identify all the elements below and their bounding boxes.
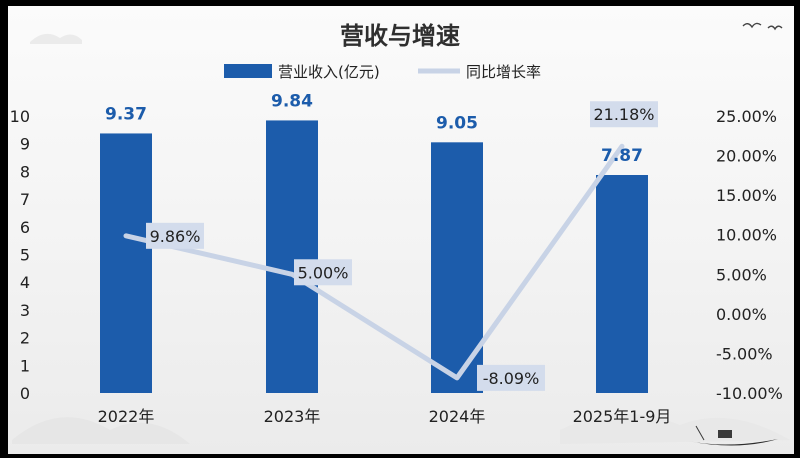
growth-value-label: -8.09% — [483, 369, 540, 388]
left-axis-tick-label: 5 — [20, 246, 30, 265]
bar — [266, 120, 318, 393]
bar-value-label: 9.84 — [271, 91, 313, 111]
left-axis-tick-label: 3 — [20, 301, 30, 320]
left-axis-tick-label: 6 — [20, 218, 30, 237]
bar-value-label: 9.05 — [436, 113, 478, 133]
legend-bar-swatch — [224, 64, 272, 78]
left-axis-tick-label: 7 — [20, 190, 30, 209]
growth-label-box — [477, 364, 545, 391]
chart-title: 营收与增速 — [340, 22, 460, 50]
growth-value-label: 9.86% — [150, 227, 201, 246]
left-axis-tick-label: 9 — [20, 135, 30, 154]
growth-line — [123, 143, 625, 381]
growth-label-box — [590, 101, 658, 128]
bar-value-label: 9.37 — [105, 104, 147, 124]
bar-value-label: 7.87 — [601, 146, 643, 166]
x-axis-category-label: 2025年1-9月 — [573, 407, 672, 426]
x-axis-category-label: 2024年 — [429, 407, 486, 426]
bar — [100, 133, 152, 394]
right-axis-tick-label: 25.00% — [716, 107, 777, 126]
x-axis: 2022年 2023年 2024年 2025年1-9月 — [98, 407, 672, 426]
left-axis: 0 1 2 3 4 5 6 7 8 9 10 — [10, 107, 30, 403]
left-axis-tick-label: 10 — [10, 107, 30, 126]
right-axis: -10.00% -5.00% 0.00% 5.00% 10.00% 15.00% 20.00… — [716, 107, 783, 403]
left-axis-tick-label: 8 — [20, 162, 30, 181]
left-axis-tick-label: 2 — [20, 329, 30, 348]
right-axis-tick-label: 0.00% — [716, 305, 767, 324]
line-value-labels: 9.86% 5.00% -8.09% 21.18% — [146, 101, 658, 391]
left-axis-tick-label: 0 — [20, 384, 30, 403]
bar — [596, 175, 648, 393]
growth-value-label: 5.00% — [298, 263, 349, 282]
right-axis-tick-label: 10.00% — [716, 226, 777, 245]
right-axis-tick-label: 20.00% — [716, 147, 777, 166]
legend: 营业收入(亿元) 同比增长率 — [224, 63, 541, 81]
x-axis-category-label: 2023年 — [264, 407, 321, 426]
decorative-boat-icon — [688, 425, 778, 446]
legend-bar-label: 营业收入(亿元) — [278, 63, 380, 81]
growth-value-label: 21.18% — [593, 105, 654, 124]
line-series — [123, 143, 625, 381]
left-axis-tick-label: 1 — [20, 356, 30, 375]
decorative-birds-icon — [742, 22, 783, 31]
right-axis-tick-label: 5.00% — [716, 265, 767, 284]
right-axis-tick-label: 15.00% — [716, 186, 777, 205]
right-axis-tick-label: -10.00% — [716, 384, 783, 403]
left-axis-tick-label: 4 — [20, 273, 30, 292]
x-axis-category-label: 2022年 — [98, 407, 155, 426]
decorative-mountain-icon — [12, 33, 790, 444]
bar-value-labels: 9.37 9.84 9.05 7.87 — [105, 91, 643, 166]
right-axis-tick-label: -5.00% — [716, 344, 773, 363]
bar-series — [100, 120, 648, 394]
growth-label-box — [294, 259, 352, 286]
legend-line-label: 同比增长率 — [466, 63, 541, 81]
growth-label-box — [146, 222, 204, 249]
